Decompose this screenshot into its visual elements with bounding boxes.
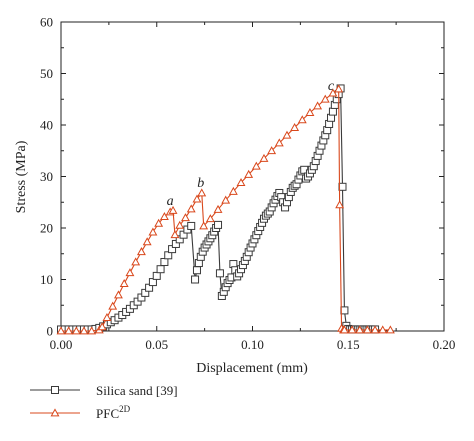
pfc2d-point (136, 247, 146, 256)
pfc2d-point (282, 130, 292, 139)
annotation-label-c: c (328, 79, 335, 94)
pfc2d-point (244, 169, 254, 178)
silica-sand-point (160, 257, 169, 266)
y-tick-label: 0 (47, 324, 54, 339)
pfc2d-point (328, 88, 338, 97)
pfc2d-point (159, 212, 169, 221)
pfc2d-point (385, 325, 395, 334)
legend-label-text: Silica sand [39] (96, 383, 178, 398)
pfc2d-point (199, 221, 209, 230)
x-tick-label: 0.15 (337, 337, 360, 352)
axes-layer: 0.00 0.05 0.10 0.15 0.20 0 10 20 30 40 50 60 (40, 15, 455, 353)
pfc2d-point (305, 108, 315, 117)
legend-label-silica-sand: Silica sand [39] (96, 383, 178, 398)
pfc2d-point (251, 161, 261, 170)
x-tick-label: 0.10 (241, 337, 264, 352)
pfc2d-point (154, 218, 164, 227)
pfc2d-point (313, 101, 323, 110)
silica-sand-point (191, 275, 200, 284)
legend-label-pfc2d: PFC2D (96, 404, 131, 421)
y-tick-label: 50 (40, 66, 53, 81)
plot-frame (60, 21, 445, 332)
pfc2d-point (71, 326, 81, 335)
legend-item-silica-sand: Silica sand [39] (30, 383, 178, 398)
pfc2d-point (102, 312, 112, 321)
pfc2d-point (186, 204, 196, 213)
pfc2d-point (221, 195, 231, 204)
x-axis-label: Displacement (mm) (196, 361, 308, 376)
x-tick-label: 0.00 (50, 337, 73, 352)
silica-sand-point (187, 221, 196, 230)
pfc2d-point (192, 194, 202, 203)
pfc2d-point (125, 268, 135, 277)
series-pfc2d (56, 84, 395, 335)
x-tick-label: 0.20 (433, 337, 456, 352)
pfc2d-point (114, 290, 123, 299)
annotations-layer: a b c (167, 79, 335, 209)
pfc2d-point (119, 278, 129, 287)
silica-sand-point (338, 182, 347, 191)
pfc2d-point (197, 188, 207, 197)
pfc2d-point (205, 214, 215, 223)
pfc2d-point (228, 186, 238, 195)
pfc2d-point (175, 220, 185, 229)
y-tick-label: 10 (40, 272, 53, 287)
pfc2d-point (64, 326, 74, 335)
pfc2d-point (108, 301, 118, 310)
legend-item-pfc2d: PFC2D (30, 404, 131, 421)
pfc2d-point (131, 257, 141, 266)
silica-sand-point (214, 220, 223, 229)
y-axis-label: Stress (MPa) (14, 140, 29, 213)
legend-label-text: PFC (96, 406, 119, 421)
silica-sand-point (152, 271, 161, 280)
pfc2d-point (213, 204, 223, 213)
silica-sand-point (156, 265, 165, 274)
y-tick-label: 20 (40, 221, 53, 236)
pfc2d-point (339, 325, 349, 334)
pfc2d-point (236, 178, 246, 187)
pfc2d-point (56, 326, 66, 335)
silica-sand-point (192, 266, 201, 275)
pfc2d-point (378, 325, 388, 334)
pfc2d-point (259, 153, 269, 162)
pfc2d-point (290, 122, 300, 131)
x-tick-label: 0.05 (145, 337, 168, 352)
pfc2d-point (362, 325, 372, 334)
pfc2d-point (355, 325, 365, 334)
pfc2d-point (148, 227, 158, 236)
legend-label-superscript: 2D (119, 404, 131, 414)
annotation-label-b: b (197, 176, 204, 191)
y-tick-label: 60 (40, 15, 53, 30)
pfc2d-point (274, 138, 284, 147)
axis-labels-layer: Displacement (mm) Stress (MPa) (14, 140, 308, 376)
pfc2d-point (97, 322, 107, 331)
pfc2d-point (168, 205, 178, 214)
pfc2d-point (142, 237, 152, 246)
pfc2d-point (334, 84, 344, 93)
pfc2d-point (370, 325, 380, 334)
pfc2d-point (181, 213, 190, 222)
silica-sand-point (340, 306, 349, 315)
pfc2d-point (87, 326, 97, 335)
pfc2d-point (79, 326, 89, 335)
annotation-label-a: a (167, 194, 174, 209)
y-tick-label: 30 (40, 169, 53, 184)
pfc2d-point (297, 115, 307, 124)
pfc2d-point (347, 325, 357, 334)
legend-square-marker (51, 386, 59, 394)
series-layer (56, 84, 395, 335)
pfc2d-point (335, 200, 345, 209)
silica-sand-point (328, 107, 337, 116)
pfc2d-point (320, 94, 330, 103)
silica-sand-point (215, 269, 224, 278)
legend-triangle-marker (50, 408, 60, 417)
pfc2d-point (267, 146, 277, 155)
legend: Silica sand [39] PFC2D (30, 383, 178, 421)
pfc2d-point (170, 230, 180, 239)
y-tick-label: 40 (40, 118, 53, 133)
